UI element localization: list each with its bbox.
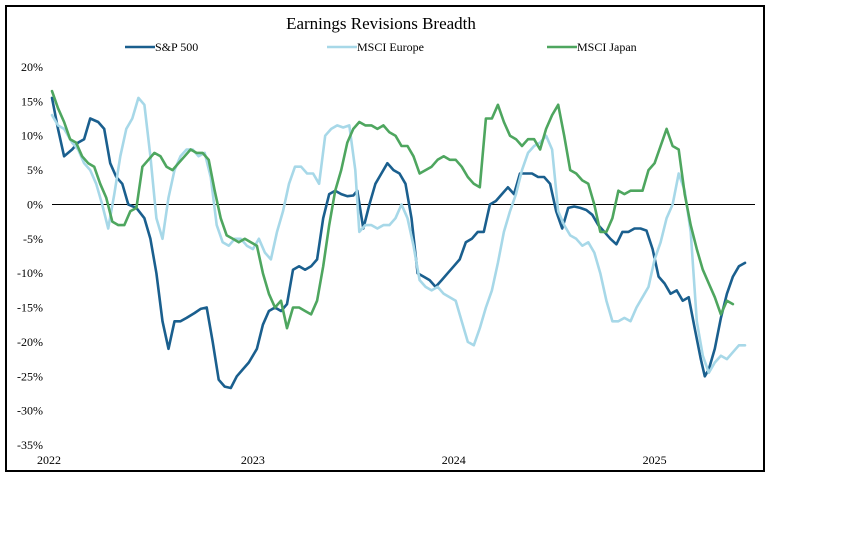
y-tick-label: -20% bbox=[17, 335, 43, 349]
series-line-s-p-500 bbox=[50, 96, 747, 390]
y-axis-ticks: 20% 15% 10% 5% 0% -5% -10% -15% -20% -25% -30% -35% bbox=[17, 60, 43, 452]
chart-title: Earnings Revisions Breadth bbox=[286, 14, 476, 33]
legend-label: MSCI Japan bbox=[577, 40, 637, 54]
y-tick-label: -15% bbox=[17, 301, 43, 315]
series-layer bbox=[50, 89, 747, 390]
y-tick-label: -10% bbox=[17, 266, 43, 280]
chart-svg: Earnings Revisions Breadth S&P 500 MSCI E… bbox=[17, 14, 755, 467]
x-tick-label: 2025 bbox=[643, 453, 667, 467]
y-tick-label: -30% bbox=[17, 404, 43, 418]
y-tick-label: -35% bbox=[17, 438, 43, 452]
x-tick-label: 2022 bbox=[37, 453, 61, 467]
y-tick-label: 20% bbox=[21, 60, 43, 74]
y-tick-label: -5% bbox=[23, 232, 43, 246]
x-tick-label: 2023 bbox=[241, 453, 265, 467]
chart-frame: Earnings Revisions Breadth S&P 500 MSCI E… bbox=[5, 5, 765, 472]
y-tick-label: 15% bbox=[21, 94, 43, 108]
series-line-msci-japan bbox=[50, 89, 735, 330]
legend-label: S&P 500 bbox=[155, 40, 198, 54]
y-tick-label: 5% bbox=[27, 163, 43, 177]
legend: S&P 500 MSCI Europe MSCI Japan bbox=[125, 40, 637, 54]
x-tick-label: 2024 bbox=[442, 453, 466, 467]
legend-label: MSCI Europe bbox=[357, 40, 424, 54]
series-line-msci-europe bbox=[50, 96, 747, 375]
y-tick-label: 10% bbox=[21, 129, 43, 143]
y-tick-label: -25% bbox=[17, 369, 43, 383]
y-tick-label: 0% bbox=[27, 197, 43, 211]
x-axis-ticks: 2022 2023 2024 2025 bbox=[37, 453, 667, 467]
